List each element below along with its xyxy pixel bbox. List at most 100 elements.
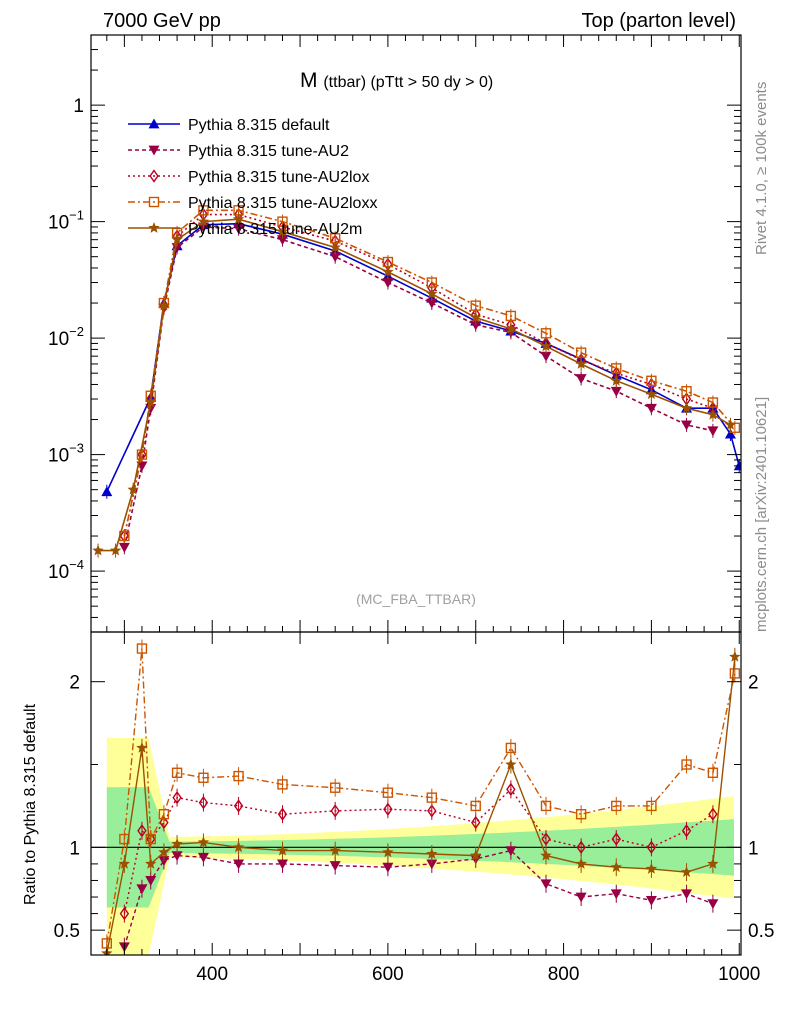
ratio-point [330, 804, 340, 818]
ratio-point [277, 807, 288, 821]
ratio-point [646, 800, 657, 812]
ratio-point [277, 779, 288, 790]
ratio-point [329, 782, 341, 793]
data-point [646, 375, 657, 387]
data-point [707, 426, 719, 437]
series-line-3 [123, 209, 736, 537]
ratio-point [198, 795, 209, 810]
series-line-2 [123, 213, 714, 537]
ratio-point [158, 809, 170, 820]
ratio-point [382, 862, 394, 873]
data-point [645, 388, 658, 400]
data-point [136, 461, 148, 472]
data-point [329, 252, 341, 263]
ratio-point [470, 849, 482, 861]
data-point [681, 386, 692, 397]
ratio-point [171, 851, 183, 862]
y-tick-label: 1 [73, 96, 84, 117]
ratio-point [575, 809, 587, 820]
ratio-series-1 [119, 780, 718, 923]
data-point [575, 358, 587, 369]
data-point [707, 397, 719, 408]
ratio-point [329, 861, 341, 872]
ratio-point [729, 668, 741, 679]
ratio-point [471, 815, 481, 830]
legend-swatch-marker [148, 196, 160, 208]
ratio-point [680, 866, 693, 877]
ratio-point [426, 792, 438, 803]
ratio-point [540, 879, 552, 890]
ratio-point [646, 840, 657, 855]
data-point [540, 328, 552, 339]
ratio-point [540, 800, 552, 812]
data-point [145, 396, 157, 408]
data-point [197, 215, 210, 227]
ratio-point [171, 838, 183, 849]
legend-label: Pythia 8.315 tune-AU2 [188, 143, 349, 160]
data-point [724, 428, 736, 439]
data-point [426, 287, 438, 299]
ratio-point [383, 802, 393, 816]
data-point [724, 418, 737, 430]
analysis-label: (MC_FBA_TTBAR) [356, 591, 476, 607]
ratio-line-2 [106, 648, 736, 944]
ratio-point [575, 857, 587, 869]
data-point [540, 340, 552, 352]
ratio-point [382, 787, 394, 798]
data-point [470, 320, 482, 331]
ratio-point [610, 861, 622, 873]
ratio-point [137, 824, 147, 838]
legend-label: Pythia 8.315 tune-AU2loxx [188, 195, 377, 212]
data-point [118, 542, 130, 553]
data-point [276, 225, 289, 237]
data-point [171, 233, 183, 245]
ratio-point [707, 767, 719, 778]
ratio-point [197, 852, 209, 863]
series-3 [119, 203, 741, 544]
axis-ticks: 400 600 800 1000 1 10−1 10−2 10−3 10−4 2 2 1 1 0.5 0.5 [48, 34, 774, 985]
ratio-point [541, 832, 551, 846]
header-right: Top (parton level) [581, 10, 736, 32]
ratio-point [158, 846, 170, 858]
ratio-point [171, 767, 183, 778]
plot-frames [90, 34, 742, 956]
data-point [733, 460, 741, 471]
legend-label: Pythia 8.315 tune-AU2m [188, 221, 362, 238]
data-point [329, 241, 341, 253]
plot-title-sub: (ttbar) (pTtt > 50 dy > 0) [323, 74, 493, 91]
data-point [610, 374, 622, 386]
data-point [171, 243, 183, 253]
ratio-series-2 [101, 639, 741, 953]
ratio-tick-label-right: 1 [748, 838, 759, 859]
x-tick-label: 400 [196, 964, 228, 985]
series-line-0 [106, 222, 740, 493]
ratio-point [233, 859, 245, 870]
ratio-point [329, 844, 341, 856]
ratio-point [159, 815, 169, 830]
series-0 [101, 216, 741, 499]
data-point [92, 544, 104, 556]
ratio-point [232, 841, 245, 853]
x-tick-label: 1000 [718, 964, 760, 985]
ratio-point [145, 833, 156, 845]
ratio-point [426, 848, 438, 859]
plot-title: M (ttbar) (pTtt > 50 dy > 0) [300, 69, 493, 92]
data-point [707, 408, 719, 420]
ratio-point [540, 849, 552, 861]
data-point [611, 363, 622, 374]
ratio-point [505, 846, 517, 857]
y-tick-label: 10−2 [48, 324, 84, 350]
ratio-ylabel: Ratio to Pythia 8.315 default [22, 703, 39, 905]
ratio-tick-label-left: 2 [69, 673, 80, 694]
ratio-point [707, 899, 719, 910]
data-point [127, 483, 139, 495]
data-point [645, 403, 657, 414]
ratio-point [506, 782, 516, 797]
ratio-tick-label-left: 1 [69, 838, 80, 859]
series-2 [119, 207, 718, 544]
y-tick-label: 10−1 [48, 208, 84, 234]
ratio-point [611, 800, 622, 812]
header-left: 7000 GeV pp [103, 10, 221, 32]
ratio-point [276, 844, 289, 856]
data-point [470, 311, 482, 323]
